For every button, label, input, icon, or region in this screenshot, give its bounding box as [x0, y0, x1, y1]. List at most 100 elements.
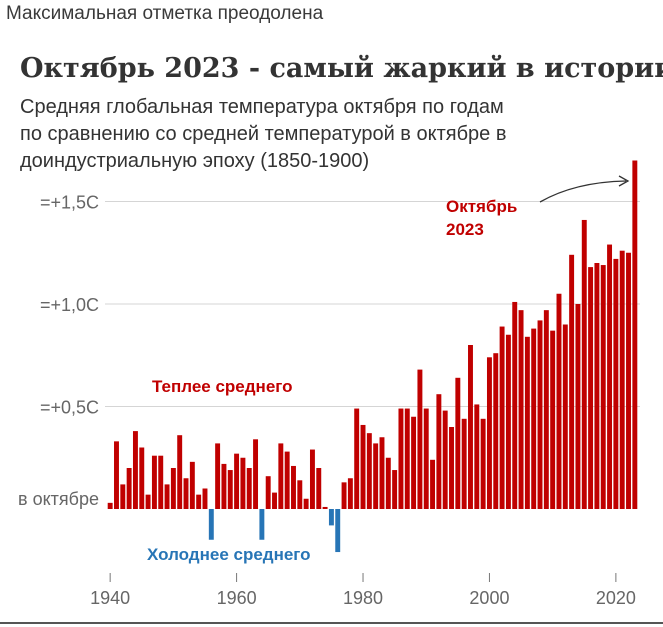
x-tick-label: 1960 — [217, 588, 257, 608]
arrow-head-icon — [618, 175, 630, 187]
bar — [360, 424, 366, 509]
bar — [221, 463, 227, 509]
y-tick-labels: =+1,5C =+1,0C =+0,5C в октябре — [18, 193, 99, 510]
bar — [436, 394, 442, 509]
bar — [265, 476, 271, 509]
bar — [151, 455, 157, 509]
bar — [575, 304, 581, 509]
bar — [309, 449, 315, 509]
x-tick-label: 2020 — [596, 588, 636, 608]
chart-subtitle-line: Средняя глобальная температура октября п… — [20, 96, 504, 118]
chart-title: Октябрь 2023 - самый жаркий в истории — [20, 53, 663, 84]
x-tick-label: 2000 — [469, 588, 509, 608]
bar — [505, 334, 511, 509]
bar — [164, 484, 170, 509]
x-tick-label: 1940 — [90, 588, 130, 608]
colder-annotation: Холоднее среднего — [147, 545, 311, 564]
bar — [297, 480, 303, 509]
chart-subtitle: Средняя глобальная температура октября п… — [20, 94, 645, 175]
bar — [322, 506, 328, 509]
bar — [562, 324, 568, 509]
bar — [341, 482, 347, 509]
bar — [392, 470, 398, 509]
bar — [354, 408, 360, 509]
bar — [120, 484, 126, 509]
bar — [486, 357, 492, 509]
page-headline: Максимальная отметка преодолена — [6, 3, 324, 24]
bar — [278, 443, 284, 509]
bar — [619, 250, 625, 509]
record-annotation-line: 2023 — [446, 220, 484, 239]
bar — [442, 410, 448, 509]
bar — [177, 435, 183, 509]
bar — [316, 468, 322, 509]
bar — [512, 301, 518, 509]
bar — [158, 455, 164, 509]
bars — [107, 160, 638, 553]
bar — [581, 219, 587, 509]
bar — [373, 443, 379, 509]
annotations: Теплее среднего Холоднее среднего Октябрь 2… — [147, 175, 630, 564]
bar — [196, 494, 202, 509]
x-tick-labels: 1940 1960 1980 2000 2020 — [90, 573, 636, 608]
bar — [531, 328, 537, 509]
bar — [215, 443, 221, 509]
bar — [208, 509, 214, 540]
bar — [107, 502, 113, 509]
bar — [284, 451, 290, 509]
y-tick-label: =+1,5C — [40, 193, 99, 213]
bar — [626, 252, 631, 509]
bar — [398, 408, 404, 509]
bar — [518, 310, 524, 509]
bar — [272, 492, 277, 509]
bar — [240, 457, 246, 509]
bar — [493, 353, 499, 509]
bar — [499, 326, 505, 509]
bar — [347, 478, 353, 509]
bar — [632, 160, 638, 509]
bar — [132, 431, 138, 509]
bar — [126, 468, 132, 509]
bar — [253, 439, 259, 509]
record-arrow — [539, 180, 627, 203]
y-tick-label: =+1,0C — [40, 295, 99, 315]
bar — [556, 293, 562, 509]
bar — [607, 244, 613, 510]
bar — [259, 509, 265, 540]
bar — [600, 265, 606, 509]
bar — [366, 433, 372, 509]
bar — [455, 377, 461, 509]
bar — [170, 468, 176, 509]
bar — [423, 408, 429, 509]
bar — [461, 418, 467, 509]
bar — [474, 404, 480, 509]
bar — [335, 509, 341, 553]
bar — [234, 453, 240, 509]
x-tick-label: 1980 — [343, 588, 383, 608]
bar — [550, 330, 556, 509]
bar — [594, 263, 600, 509]
bar — [524, 336, 530, 509]
bar — [468, 345, 473, 509]
bar — [202, 488, 208, 509]
bar — [114, 441, 119, 509]
bar — [417, 369, 423, 509]
bar — [411, 416, 417, 509]
bar — [227, 470, 233, 509]
bar — [328, 509, 334, 526]
bar — [449, 427, 454, 509]
bar — [480, 418, 486, 509]
bar — [543, 310, 549, 509]
bar — [569, 254, 575, 509]
bar — [291, 465, 296, 509]
bar — [613, 258, 619, 509]
bar — [537, 320, 543, 509]
record-annotation-line: Октябрь — [446, 197, 517, 216]
bottom-rule — [0, 622, 663, 624]
bar — [246, 468, 252, 509]
bar — [385, 457, 391, 509]
bar — [430, 459, 436, 509]
y-tick-label: =+0,5C — [40, 398, 99, 418]
chart-subtitle-line: доиндустриальную эпоху (1850-1900) — [20, 150, 370, 172]
